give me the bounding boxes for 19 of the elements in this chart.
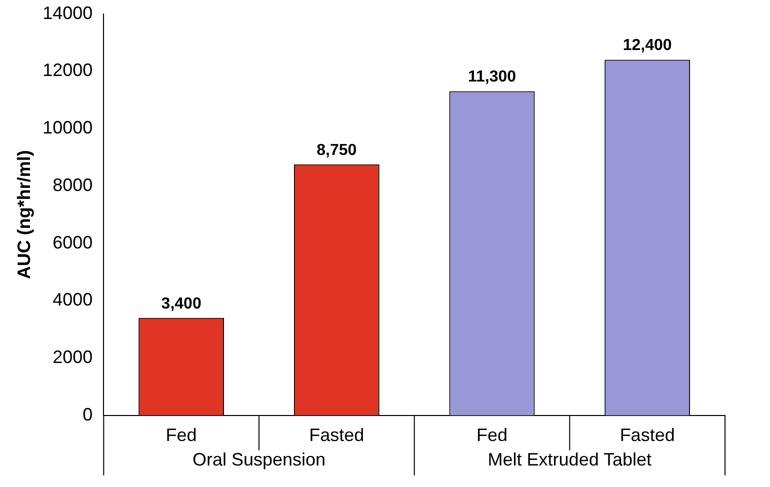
- y-tick-label: 14000: [42, 2, 93, 23]
- x-tick-label: Fed: [166, 425, 197, 446]
- y-tick-label: 4000: [52, 290, 93, 310]
- data-label: 8,750: [316, 142, 357, 159]
- y-tick-label: 12000: [42, 60, 93, 80]
- text: Melt Extruded Tablet: [488, 449, 652, 470]
- y-tick-label: 0: [82, 404, 93, 424]
- x-tick-label: Fasted: [620, 425, 675, 446]
- y-axis-title: AUC (ng*hr/ml): [14, 150, 34, 280]
- x-tick-label: Fed: [476, 425, 508, 446]
- data-label: 3,400: [161, 295, 202, 312]
- y-tick-label: 8000: [52, 174, 93, 195]
- text: Oral Suspension: [192, 449, 326, 470]
- data-label: 12,400: [622, 37, 672, 54]
- y-tick-label: 2000: [52, 346, 93, 367]
- y-tick-label: 6000: [52, 232, 93, 252]
- y-tick-label: 10000: [42, 118, 93, 138]
- x-tick-label: Fasted: [309, 425, 364, 446]
- data-label: 11,300: [468, 68, 516, 86]
